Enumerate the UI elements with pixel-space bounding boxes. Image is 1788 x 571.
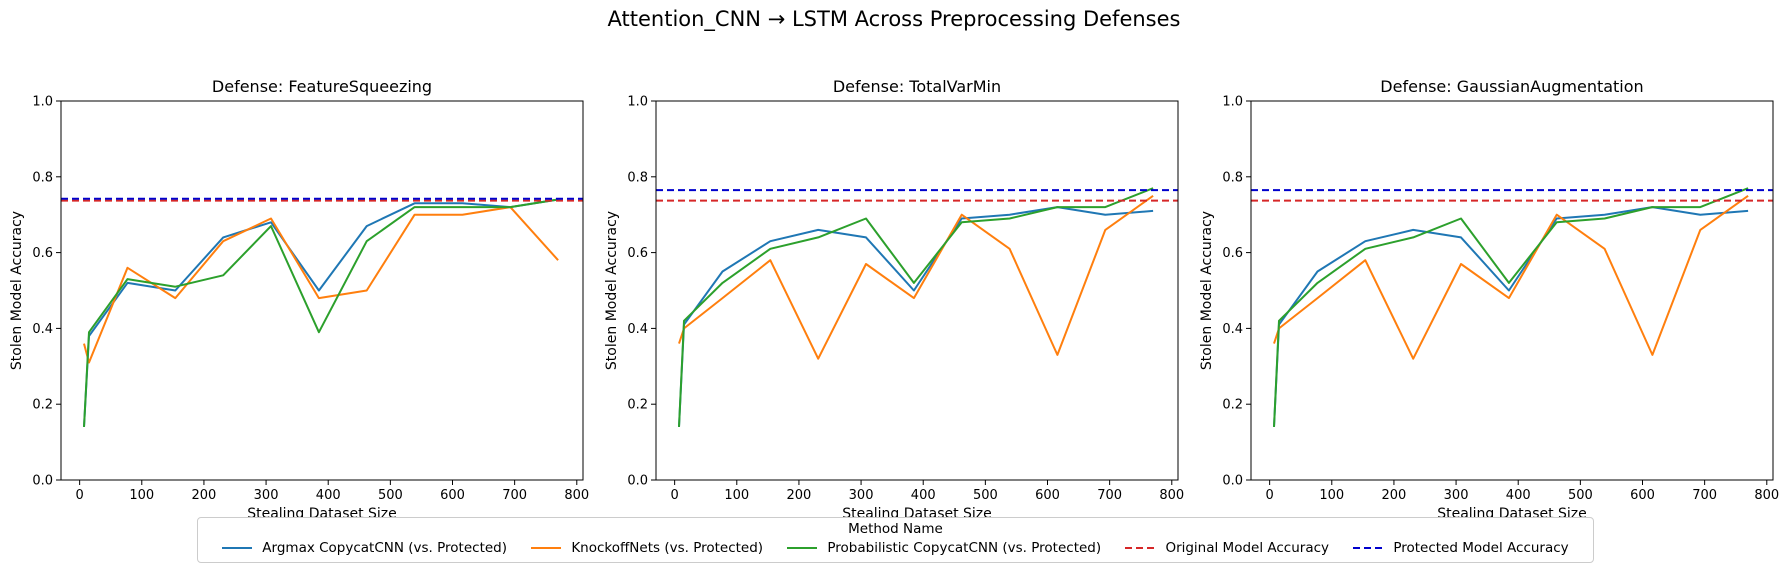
- x-tick-label: 300: [254, 488, 279, 503]
- legend-item: Original Model Accuracy: [1125, 540, 1329, 556]
- y-tick-label: 0.2: [627, 398, 648, 413]
- x-tick-label: 100: [724, 488, 749, 503]
- x-tick-label: 700: [1692, 488, 1717, 503]
- axes-frame: [1250, 100, 1774, 481]
- x-tick-label: 0: [1266, 488, 1274, 503]
- legend-swatch: [531, 547, 562, 549]
- legend-item: Protected Model Accuracy: [1353, 540, 1569, 556]
- figure-title: Attention_CNN → LSTM Across Preprocessin…: [608, 7, 1181, 32]
- panel-title: Defense: TotalVarMin: [833, 77, 1001, 96]
- series-line: [678, 187, 1154, 427]
- legend-swatch: [222, 547, 253, 549]
- x-tick-label: 300: [849, 488, 874, 503]
- y-tick-label: 0.0: [627, 474, 648, 489]
- y-tick-label: 0.8: [32, 170, 53, 185]
- series-line: [1273, 194, 1749, 360]
- x-tick-label: 200: [192, 488, 217, 503]
- legend-swatch: [787, 547, 818, 549]
- series-line: [678, 206, 1154, 427]
- series-line: [83, 206, 559, 364]
- plot-area: [656, 187, 1178, 427]
- legend: Method Name Argmax CopycatCNN (vs. Prote…: [197, 517, 1594, 563]
- y-tick-label: 0.2: [32, 398, 53, 413]
- y-tick-label: 0.8: [627, 170, 648, 185]
- y-axis-label: Stolen Model Accuracy: [9, 211, 25, 370]
- legend-title: Method Name: [848, 521, 943, 537]
- panel-title: Defense: FeatureSqueezing: [212, 77, 432, 96]
- legend-swatch: [1353, 547, 1384, 549]
- x-tick-label: 200: [1382, 488, 1407, 503]
- x-tick-label: 700: [502, 488, 527, 503]
- x-tick-label: 400: [911, 488, 936, 503]
- x-tick-label: 100: [1319, 488, 1344, 503]
- y-axis-label: Stolen Model Accuracy: [1199, 211, 1215, 370]
- legend-label: Protected Model Accuracy: [1393, 540, 1569, 556]
- x-tick-label: 500: [1568, 488, 1593, 503]
- series-line: [83, 198, 559, 427]
- legend-label: Argmax CopycatCNN (vs. Protected): [262, 540, 508, 556]
- x-tick-label: 300: [1444, 488, 1469, 503]
- y-tick-label: 0.0: [1222, 474, 1243, 489]
- chart-panel-3: Defense: GaussianAugmentation 0 100 200 300 4…: [1199, 77, 1779, 522]
- x-tick-label: 600: [440, 488, 465, 503]
- y-tick-label: 0.6: [627, 246, 648, 261]
- axes-frame: [655, 100, 1179, 481]
- y-tick-label: 0.8: [1222, 170, 1243, 185]
- chart-panel-1: Defense: FeatureSqueezing 0 100 200 300 400 50…: [9, 77, 589, 522]
- legend-label: Probabilistic CopycatCNN (vs. Protected): [827, 540, 1102, 556]
- y-tick-label: 0.6: [1222, 246, 1243, 261]
- y-tick-label: 1.0: [627, 95, 648, 110]
- x-tick-label: 800: [564, 488, 589, 503]
- x-tick-label: 800: [1754, 488, 1779, 503]
- series-line: [83, 198, 559, 427]
- x-tick-label: 100: [129, 488, 154, 503]
- x-tick-label: 0: [76, 488, 84, 503]
- y-tick-label: 0.4: [32, 322, 53, 337]
- axes-frame: [60, 100, 584, 481]
- y-tick-label: 0.4: [1222, 322, 1243, 337]
- legend-item: Probabilistic CopycatCNN (vs. Protected): [787, 540, 1101, 556]
- x-tick-label: 400: [1506, 488, 1531, 503]
- x-tick-label: 800: [1159, 488, 1184, 503]
- legend-item: Argmax CopycatCNN (vs. Protected): [222, 540, 507, 556]
- x-tick-label: 400: [316, 488, 341, 503]
- x-tick-label: 600: [1630, 488, 1655, 503]
- chart-panel-2: Defense: TotalVarMin 0 100 200 300 400 500 600 7…: [604, 77, 1184, 522]
- y-tick-label: 0.2: [1222, 398, 1243, 413]
- y-axis-label: Stolen Model Accuracy: [604, 211, 620, 370]
- x-tick-label: 600: [1035, 488, 1060, 503]
- plot-area: [1251, 187, 1773, 427]
- y-tick-label: 0.0: [32, 474, 53, 489]
- x-tick-label: 500: [378, 488, 403, 503]
- y-tick-label: 1.0: [1222, 95, 1243, 110]
- plot-area: [61, 197, 583, 427]
- legend-label: KnockoffNets (vs. Protected): [571, 540, 764, 556]
- chart-panels: Defense: FeatureSqueezing 0 100 200 300 400 50…: [9, 77, 1779, 522]
- legend-label: Original Model Accuracy: [1165, 540, 1330, 556]
- x-tick-label: 200: [787, 488, 812, 503]
- series-line: [1273, 206, 1749, 427]
- x-tick-label: 500: [973, 488, 998, 503]
- panel-title: Defense: GaussianAugmentation: [1380, 77, 1643, 96]
- y-tick-label: 1.0: [32, 95, 53, 110]
- legend-item: KnockoffNets (vs. Protected): [531, 540, 763, 556]
- series-line: [678, 194, 1154, 360]
- x-tick-label: 700: [1097, 488, 1122, 503]
- y-tick-label: 0.6: [32, 246, 53, 261]
- y-tick-label: 0.4: [627, 322, 648, 337]
- series-line: [1273, 187, 1749, 427]
- legend-items: Argmax CopycatCNN (vs. Protected) Knockof…: [198, 540, 1593, 556]
- x-tick-label: 0: [671, 488, 679, 503]
- legend-swatch: [1125, 547, 1156, 549]
